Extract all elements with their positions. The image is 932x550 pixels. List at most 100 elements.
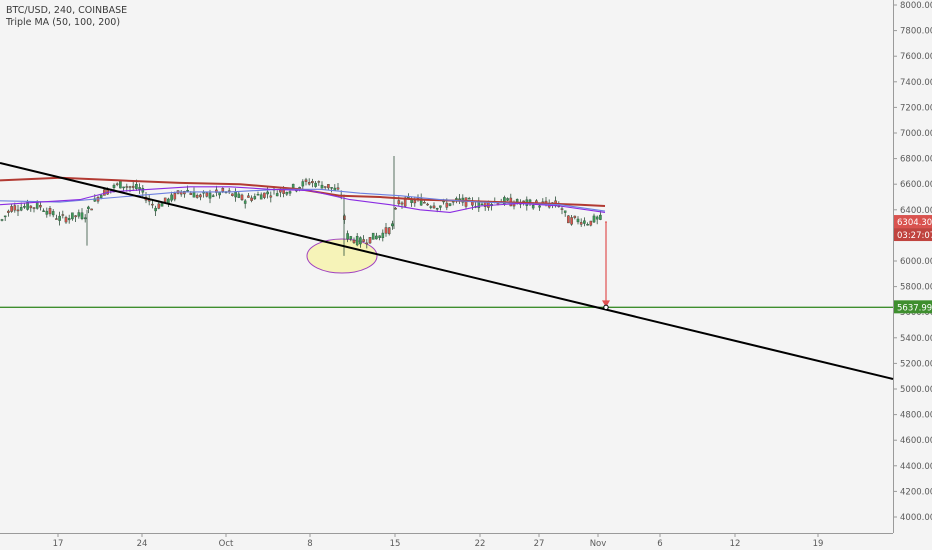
candle-body	[336, 187, 340, 190]
candle-body	[583, 220, 586, 224]
candle-body	[99, 194, 103, 198]
time-tick-label: 24	[137, 539, 148, 549]
price-tick-label: 6400.00	[900, 206, 932, 216]
candle-body	[119, 180, 122, 189]
candle-body	[362, 239, 365, 242]
candle-body	[67, 218, 71, 221]
candle-body	[314, 182, 317, 187]
candle-body	[375, 235, 378, 240]
candle-body	[3, 215, 7, 218]
candle-body	[74, 215, 77, 218]
time-tick-label: 8	[307, 539, 312, 549]
candle-body	[330, 187, 333, 189]
price-tick-label: 4400.00	[900, 462, 932, 472]
candle-body	[397, 200, 401, 205]
candle-body	[301, 181, 305, 187]
candle-body	[567, 215, 570, 224]
ma-100-line	[0, 188, 606, 212]
candle-body	[71, 212, 74, 220]
candle-body	[205, 192, 209, 197]
candle-body	[32, 207, 36, 209]
candle-body	[199, 194, 202, 198]
candle-body	[29, 205, 33, 209]
time-tick-label: 15	[390, 539, 401, 549]
price-tick-label: 8000.00	[900, 1, 932, 11]
candle-body	[531, 205, 535, 209]
candle-body	[320, 184, 324, 189]
candle-body	[432, 205, 436, 209]
price-tick-label: 7000.00	[900, 129, 932, 139]
candle-body	[83, 217, 87, 220]
time-tick-label: Nov	[590, 539, 607, 549]
candle-body	[138, 187, 141, 190]
price-tick-label: 5200.00	[900, 359, 932, 369]
candle-body	[573, 215, 577, 218]
candle-body	[103, 189, 106, 196]
candle-body	[39, 205, 42, 208]
candle-body	[186, 189, 189, 192]
countdown-badge	[894, 228, 932, 242]
candle-body	[237, 193, 241, 198]
time-tick-label: 6	[657, 539, 662, 549]
price-tick-label: 4200.00	[900, 487, 932, 497]
candle-body	[266, 191, 269, 195]
candle-body	[42, 210, 45, 212]
candle-body	[160, 203, 164, 207]
candle-body	[275, 193, 279, 197]
candle-body	[0, 219, 4, 221]
candle-body	[439, 205, 442, 208]
candle-body	[448, 203, 452, 206]
candle-body	[128, 186, 132, 188]
candle-body	[80, 212, 84, 219]
candle-body	[250, 197, 253, 201]
indicator-label[interactable]: Triple MA (50, 100, 200)	[6, 17, 121, 28]
countdown-text: 03:27:07	[897, 231, 932, 241]
candle-body	[394, 207, 397, 210]
candle-body	[115, 183, 119, 185]
symbol-label[interactable]: BTC/USD, 240, COINBASE	[6, 5, 128, 16]
candle-body	[349, 236, 353, 240]
candle-body	[538, 205, 541, 208]
candle-body	[413, 200, 417, 204]
candle-body	[173, 193, 177, 200]
trend-line	[0, 162, 894, 380]
candle-body	[528, 199, 532, 203]
candle-body	[122, 186, 125, 189]
candle-body	[154, 207, 157, 212]
candle-body	[576, 218, 580, 223]
candle-body	[384, 227, 388, 234]
candle-body	[560, 208, 564, 210]
candle-body	[234, 191, 237, 198]
candle-body	[259, 194, 263, 200]
candle-body	[400, 202, 404, 205]
candle-body	[423, 202, 426, 204]
candle-body	[23, 206, 26, 208]
candle-body	[7, 210, 10, 213]
candle-body	[419, 198, 423, 206]
candle-body	[586, 224, 589, 226]
candle-body	[48, 208, 52, 215]
price-tick-label: 4600.00	[900, 436, 932, 446]
candle-body	[464, 197, 468, 207]
price-tick-label: 7400.00	[900, 78, 932, 88]
candle-body	[131, 185, 135, 188]
candle-body	[480, 203, 484, 206]
candle-body	[355, 236, 359, 246]
candle-body	[240, 194, 244, 201]
price-tick-label: 6000.00	[900, 257, 932, 267]
candle-body	[352, 239, 356, 243]
candle-body	[13, 205, 17, 211]
candle-body	[77, 212, 81, 217]
candle-body	[285, 191, 289, 195]
candle-body	[61, 214, 65, 216]
candle-body	[58, 215, 61, 221]
candle-body	[211, 195, 215, 197]
candle-body	[247, 195, 250, 198]
candle-body	[359, 237, 362, 245]
candle-body	[16, 209, 20, 212]
candle-body	[291, 183, 295, 189]
candle-body	[26, 201, 29, 210]
candle-body	[311, 181, 314, 184]
